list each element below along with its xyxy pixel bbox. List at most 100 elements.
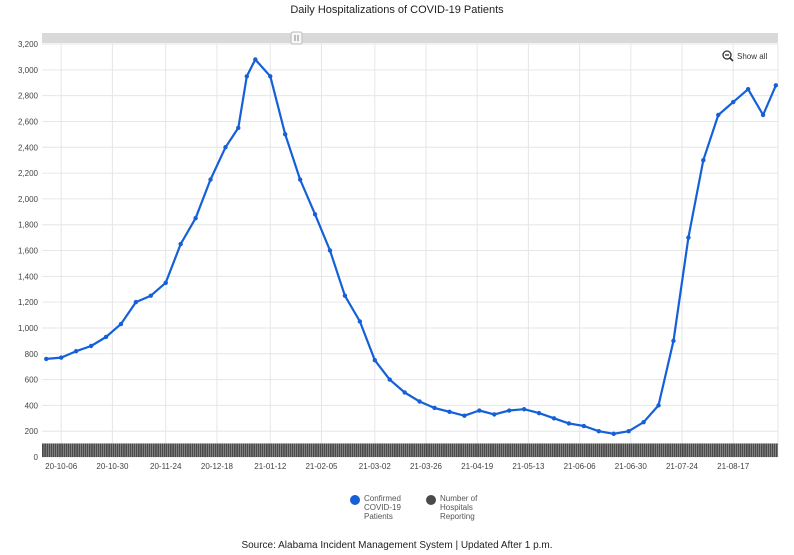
hospitals-reporting-column[interactable] <box>631 443 633 457</box>
hospitals-reporting-column[interactable] <box>405 443 407 457</box>
confirmed-data-point[interactable] <box>358 319 362 323</box>
hospitals-reporting-column[interactable] <box>475 443 477 457</box>
hospitals-reporting-column[interactable] <box>287 443 289 457</box>
hospitals-reporting-column[interactable] <box>424 443 426 457</box>
hospitals-reporting-column[interactable] <box>334 443 336 457</box>
confirmed-data-point[interactable] <box>447 410 451 414</box>
hospitals-reporting-column[interactable] <box>202 443 204 457</box>
hospitals-reporting-column[interactable] <box>183 443 185 457</box>
hospitals-reporting-column[interactable] <box>449 443 451 457</box>
hospitals-reporting-column[interactable] <box>584 443 586 457</box>
hospitals-reporting-column[interactable] <box>473 443 475 457</box>
confirmed-data-point[interactable] <box>417 399 421 403</box>
hospitals-reporting-column[interactable] <box>336 443 338 457</box>
hospitals-reporting-column[interactable] <box>198 443 200 457</box>
hospitals-reporting-column[interactable] <box>193 443 195 457</box>
hospitals-reporting-column[interactable] <box>392 443 394 457</box>
hospitals-reporting-column[interactable] <box>439 443 441 457</box>
hospitals-reporting-column[interactable] <box>772 443 774 457</box>
hospitals-reporting-column[interactable] <box>443 443 445 457</box>
confirmed-data-point[interactable] <box>701 158 705 162</box>
hospitals-reporting-column[interactable] <box>714 443 716 457</box>
hospitals-reporting-column[interactable] <box>733 443 735 457</box>
confirmed-data-point[interactable] <box>492 412 496 416</box>
hospitals-reporting-column[interactable] <box>394 443 396 457</box>
hospitals-reporting-column[interactable] <box>396 443 398 457</box>
hospitals-reporting-column[interactable] <box>279 443 281 457</box>
hospitals-reporting-column[interactable] <box>307 443 309 457</box>
confirmed-data-point[interactable] <box>671 339 675 343</box>
hospitals-reporting-column[interactable] <box>398 443 400 457</box>
confirmed-data-point[interactable] <box>761 113 765 117</box>
hospitals-reporting-column[interactable] <box>454 443 456 457</box>
hospitals-reporting-column[interactable] <box>481 443 483 457</box>
hospitals-reporting-column[interactable] <box>629 443 631 457</box>
hospitals-reporting-column[interactable] <box>61 443 63 457</box>
hospitals-reporting-column[interactable] <box>324 443 326 457</box>
hospitals-reporting-column[interactable] <box>230 443 232 457</box>
confirmed-data-point[interactable] <box>268 74 272 78</box>
hospitals-reporting-column[interactable] <box>140 443 142 457</box>
hospitals-reporting-column[interactable] <box>539 443 541 457</box>
hospitals-reporting-column[interactable] <box>633 443 635 457</box>
hospitals-reporting-column[interactable] <box>125 443 127 457</box>
hospitals-reporting-column[interactable] <box>332 443 334 457</box>
hospitals-reporting-column[interactable] <box>737 443 739 457</box>
hospitals-reporting-column[interactable] <box>720 443 722 457</box>
hospitals-reporting-column[interactable] <box>289 443 291 457</box>
confirmed-data-point[interactable] <box>89 344 93 348</box>
hospitals-reporting-column[interactable] <box>91 443 93 457</box>
hospitals-reporting-column[interactable] <box>614 443 616 457</box>
hospitals-reporting-column[interactable] <box>313 443 315 457</box>
hospitals-reporting-column[interactable] <box>400 443 402 457</box>
hospitals-reporting-column[interactable] <box>727 443 729 457</box>
hospitals-reporting-column[interactable] <box>441 443 443 457</box>
hospitals-reporting-column[interactable] <box>676 443 678 457</box>
confirmed-data-point[interactable] <box>373 358 377 362</box>
hospitals-reporting-column[interactable] <box>213 443 215 457</box>
hospitals-reporting-column[interactable] <box>294 443 296 457</box>
hospitals-reporting-column[interactable] <box>705 443 707 457</box>
hospitals-reporting-column[interactable] <box>622 443 624 457</box>
hospitals-reporting-column[interactable] <box>415 443 417 457</box>
hospitals-reporting-column[interactable] <box>251 443 253 457</box>
legend-item-confirmed[interactable]: Confirmed COVID-19 Patients <box>350 494 408 521</box>
hospitals-reporting-column[interactable] <box>616 443 618 457</box>
hospitals-reporting-column[interactable] <box>618 443 620 457</box>
hospitals-reporting-column[interactable] <box>759 443 761 457</box>
hospitals-reporting-column[interactable] <box>516 443 518 457</box>
hospitals-reporting-column[interactable] <box>375 443 377 457</box>
hospitals-reporting-column[interactable] <box>138 443 140 457</box>
confirmed-data-point[interactable] <box>582 424 586 428</box>
hospitals-reporting-column[interactable] <box>57 443 59 457</box>
hospitals-reporting-column[interactable] <box>243 443 245 457</box>
hospitals-reporting-column[interactable] <box>317 443 319 457</box>
hospitals-reporting-column[interactable] <box>609 443 611 457</box>
hospitals-reporting-column[interactable] <box>712 443 714 457</box>
hospitals-reporting-column[interactable] <box>185 443 187 457</box>
hospitals-reporting-column[interactable] <box>285 443 287 457</box>
hospitals-reporting-column[interactable] <box>582 443 584 457</box>
hospitals-reporting-column[interactable] <box>432 443 434 457</box>
hospitals-reporting-column[interactable] <box>409 443 411 457</box>
hospitals-reporting-column[interactable] <box>236 443 238 457</box>
hospitals-reporting-column[interactable] <box>599 443 601 457</box>
hospitals-reporting-column[interactable] <box>240 443 242 457</box>
hospitals-reporting-column[interactable] <box>558 443 560 457</box>
legend-item-hospitals[interactable]: Number of Hospitals Reporting <box>426 494 484 521</box>
hospitals-reporting-column[interactable] <box>157 443 159 457</box>
hospitals-reporting-column[interactable] <box>452 443 454 457</box>
hospitals-reporting-column[interactable] <box>330 443 332 457</box>
hospitals-reporting-column[interactable] <box>528 443 530 457</box>
hospitals-reporting-column[interactable] <box>110 443 112 457</box>
hospitals-reporting-column[interactable] <box>85 443 87 457</box>
hospitals-reporting-column[interactable] <box>46 443 48 457</box>
confirmed-data-point[interactable] <box>223 145 227 149</box>
hospitals-reporting-column[interactable] <box>272 443 274 457</box>
hospitals-reporting-column[interactable] <box>100 443 102 457</box>
hospitals-reporting-column[interactable] <box>223 443 225 457</box>
hospitals-reporting-column[interactable] <box>552 443 554 457</box>
hospitals-reporting-column[interactable] <box>524 443 526 457</box>
hospitals-reporting-column[interactable] <box>639 443 641 457</box>
hospitals-reporting-column[interactable] <box>366 443 368 457</box>
